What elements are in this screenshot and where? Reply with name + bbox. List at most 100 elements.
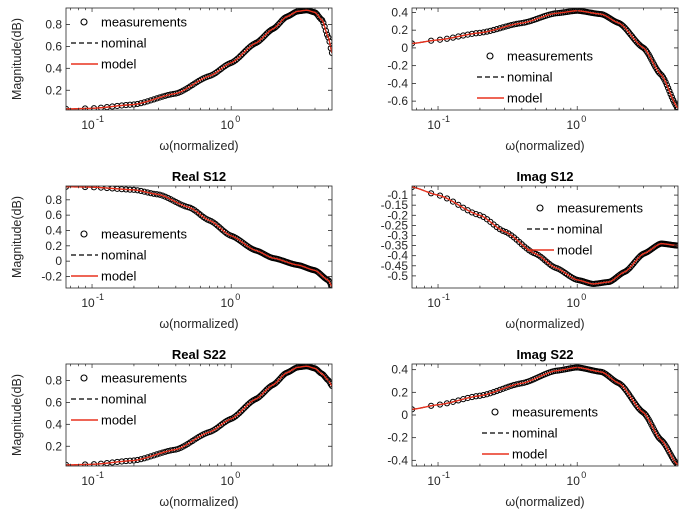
measurement-point (505, 383, 512, 390)
y-tick-label: 0 (401, 41, 408, 55)
legend-marker-measurements (80, 230, 88, 238)
legend: measurements nominal model (71, 227, 187, 284)
y-tick-label: 0.4 (391, 363, 408, 377)
measurement-point (260, 389, 267, 396)
measurement-point (662, 78, 669, 86)
y-tick-label: 0.2 (45, 439, 62, 453)
legend: measurements nominal model (71, 15, 187, 72)
y-tick-label: 0.2 (45, 239, 62, 253)
legend: measurements nominal model (527, 201, 643, 258)
measurement-point (487, 390, 494, 397)
legend-label-measurements: measurements (557, 201, 643, 216)
measurement-point (236, 410, 243, 417)
measurement-point (242, 47, 250, 54)
y-tick-label: -0.2 (387, 59, 408, 73)
measurement-point (257, 392, 264, 399)
y-tick-label: 0.8 (45, 17, 62, 31)
x-tick-label: 10 (567, 118, 581, 132)
measurement-point (673, 103, 678, 110)
y-tick-label: 0.6 (45, 39, 62, 53)
measurement-point (156, 94, 163, 101)
legend: measurements nominal model (71, 371, 187, 428)
series-model-line (412, 9, 678, 109)
legend-marker-measurements (80, 18, 88, 26)
measurement-point (668, 94, 675, 101)
measurement-point (144, 98, 151, 105)
measurement-point (620, 383, 627, 391)
measurement-point (232, 57, 239, 64)
y-tick-label: 0.8 (45, 193, 62, 207)
x-tick-label-exponent: 0 (581, 292, 586, 302)
legend-label-model: model (507, 91, 543, 106)
series-model-line (66, 9, 332, 110)
x-tick-label-exponent: 0 (581, 114, 586, 124)
x-tick-label: 10 (81, 474, 95, 488)
measurement-point (320, 19, 327, 26)
measurement-point (674, 461, 678, 466)
measurement-point (327, 281, 332, 288)
measurement-point (159, 93, 166, 100)
panel-4: Imag S12-0.1-0.15-0.2-0.25-0.3-0.35-0.4-… (381, 169, 679, 331)
axes-box (411, 7, 679, 111)
x-axis-label: ω(normalized) (505, 495, 584, 509)
x-tick-label-exponent: 0 (581, 470, 586, 480)
x-tick-label: 10 (81, 296, 95, 310)
panel-title: Imag S22 (516, 347, 573, 362)
legend-label-nominal: nominal (557, 222, 603, 237)
measurement-point (663, 81, 670, 89)
y-tick-label: 0.4 (391, 5, 408, 19)
legend-label-measurements: measurements (512, 405, 598, 420)
measurement-point (321, 23, 328, 30)
legend-marker-measurements (491, 408, 499, 416)
measurement-point (496, 226, 503, 233)
panel-title: Real S12 (172, 169, 226, 184)
measurement-point (499, 24, 506, 31)
measurement-point (490, 389, 497, 396)
x-tick-label: 10 (567, 474, 581, 488)
y-tick-label: -0.2 (387, 431, 408, 445)
measurement-point (150, 452, 157, 459)
axes-box (65, 363, 333, 467)
legend: measurements nominal model (477, 49, 593, 106)
measurement-point (237, 52, 245, 59)
measurement-point (443, 195, 451, 202)
y-tick-label: -0.5 (387, 269, 408, 283)
measurement-point (239, 406, 246, 413)
y-tick-label: 0.8 (45, 373, 62, 387)
panel-2: 0.40.20-0.2-0.4-0.610 -1 10 0ω(normalized)m… (387, 5, 679, 153)
legend-label-model: model (101, 269, 137, 284)
panel-title: Real S22 (172, 347, 226, 362)
x-tick-label-exponent: 0 (235, 470, 240, 480)
y-tick-label: 0.6 (45, 208, 62, 222)
y-tick-label: 0.2 (391, 23, 408, 37)
x-axis-label: ω(normalized) (159, 139, 238, 153)
measurement-point (259, 391, 266, 398)
measurement-point (327, 381, 332, 388)
legend-label-model: model (512, 447, 548, 462)
measurement-point (499, 385, 506, 392)
measurement-point (219, 227, 227, 234)
x-tick-label: 10 (427, 474, 441, 488)
measurement-point (455, 201, 462, 208)
y-axis-label: Magnitude(dB) (10, 18, 24, 100)
y-tick-label: 0.2 (45, 83, 62, 97)
measurement-point (428, 190, 435, 197)
axes-box (411, 185, 679, 289)
legend-label-measurements: measurements (101, 227, 187, 242)
series-model-line (66, 365, 332, 466)
legend: measurements nominal model (482, 405, 598, 462)
measurement-point (496, 25, 503, 32)
legend-label-measurements: measurements (101, 371, 187, 386)
y-tick-label: -0.25 (381, 218, 409, 232)
y-tick-label: -0.1 (387, 188, 408, 202)
measurement-point (468, 209, 476, 216)
y-tick-label: -0.35 (381, 239, 409, 253)
measurement-point (673, 460, 678, 466)
x-axis-label: ω(normalized) (505, 139, 584, 153)
measurement-point (241, 48, 248, 56)
measurement-point (476, 212, 483, 219)
y-tick-label: 0.4 (45, 61, 62, 75)
measurement-point (153, 451, 160, 458)
